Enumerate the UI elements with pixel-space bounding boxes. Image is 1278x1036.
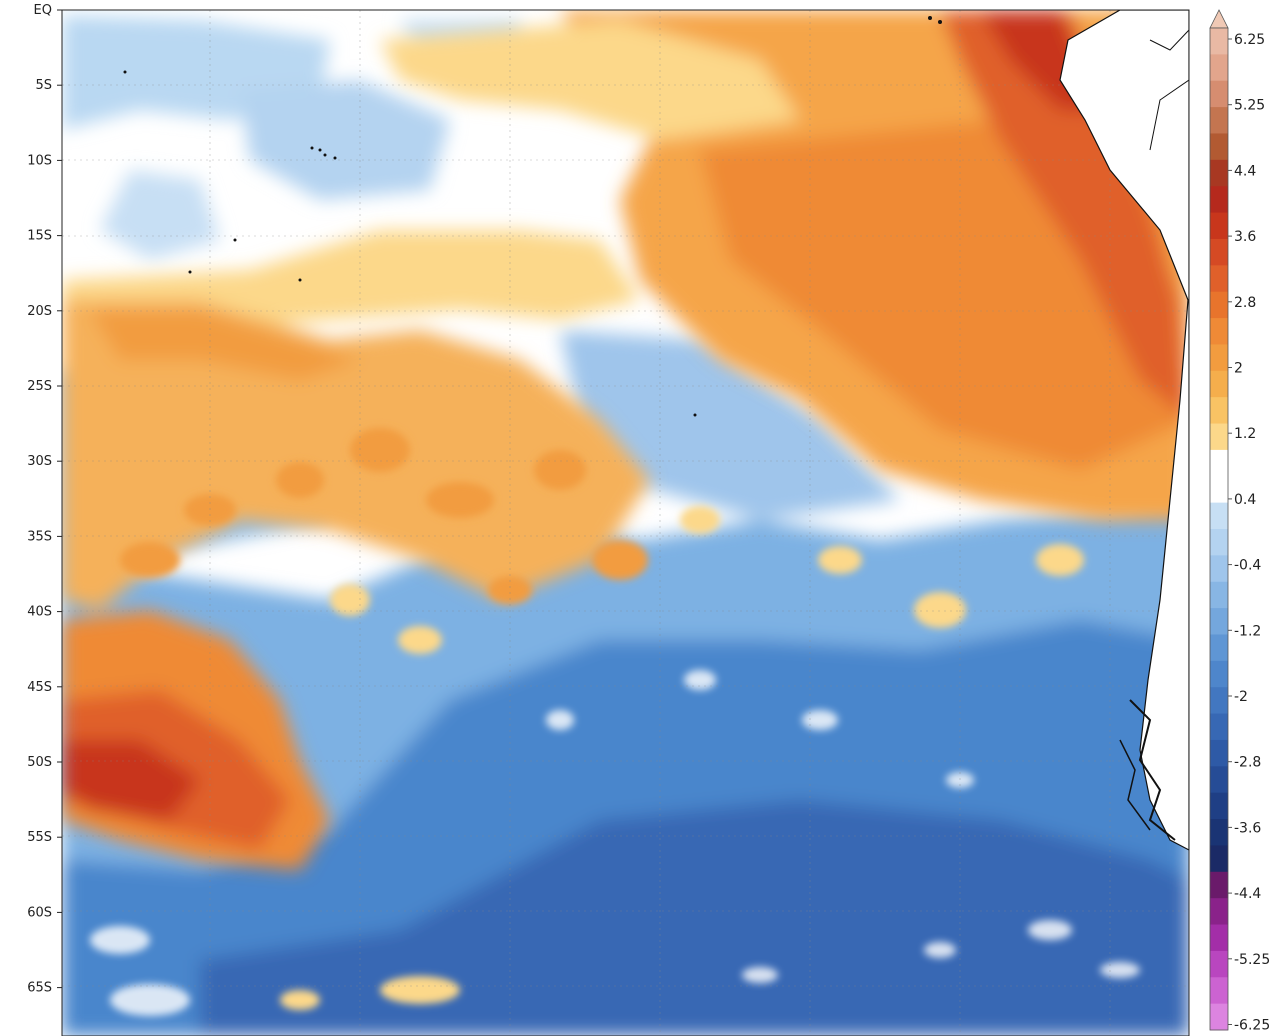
colorbar-swatch <box>1210 924 1228 952</box>
colorbar-label: -3.6 <box>1234 820 1261 836</box>
lat-label: 35S <box>27 529 52 544</box>
colorbar-swatch <box>1210 265 1228 293</box>
colorbar-label: 6.25 <box>1234 32 1265 48</box>
lat-label: 40S <box>27 605 52 620</box>
lat-label: 50S <box>27 755 52 770</box>
colorbar-swatch <box>1210 107 1228 134</box>
colorbar-swatch <box>1210 845 1228 873</box>
colorbar-swatch <box>1210 449 1228 477</box>
lat-label: 55S <box>27 830 52 845</box>
colorbar-label: 3.6 <box>1234 229 1256 245</box>
colorbar-swatch <box>1210 186 1228 214</box>
colorbar-border <box>1209 27 1229 1031</box>
colorbar-label: -5.25 <box>1234 952 1270 968</box>
colorbar-swatch <box>1210 739 1228 767</box>
islands <box>123 16 942 417</box>
lat-label: 15S <box>27 229 52 244</box>
south-america-landmass <box>1059 10 1189 851</box>
colorbar-swatch <box>1210 423 1228 451</box>
colorbar-swatch <box>1210 792 1228 820</box>
colorbar-swatch <box>1210 898 1228 926</box>
lat-label: 45S <box>27 680 52 695</box>
colorbar-swatch <box>1210 871 1228 899</box>
colorbar-swatch <box>1210 819 1228 846</box>
map-panel <box>62 10 1189 1036</box>
colorbar-swatch <box>1210 28 1228 55</box>
warm-eddies <box>120 428 1084 1010</box>
colorbar-label: -2.8 <box>1234 755 1261 771</box>
map-border <box>61 9 1190 1036</box>
colorbar-label: 2.8 <box>1234 295 1256 311</box>
colorbar-swatch <box>1210 238 1228 266</box>
lat-label: EQ <box>34 3 52 18</box>
colorbar-swatch <box>1210 212 1228 240</box>
colorbar-swatch <box>1210 977 1228 1005</box>
colorbar-swatch <box>1210 713 1228 741</box>
colorbar-swatch <box>1210 80 1228 108</box>
colorbar-swatch <box>1210 608 1228 635</box>
colorbar-swatch <box>1210 555 1228 583</box>
colorbar-swatch <box>1210 766 1228 794</box>
colorbar-swatch <box>1210 660 1228 688</box>
lat-label: 5S <box>35 78 52 93</box>
colorbar-swatch <box>1210 581 1228 609</box>
colorbar-swatch <box>1210 370 1228 398</box>
colorbar: 6.25 5.25 4.4 3.6 2.8 2 1.2 0.4 -0.4 -1.2 -2 -2.8 -3… <box>1209 9 1270 1034</box>
colorbar-swatch <box>1210 318 1228 345</box>
colorbar-swatch <box>1210 529 1228 556</box>
cool-eddies <box>90 670 1140 1016</box>
colorbar-label: 4.4 <box>1234 163 1256 179</box>
colorbar-swatch <box>1210 54 1228 82</box>
colorbar-swatch <box>1210 344 1228 372</box>
colorbar-label: -6.25 <box>1234 1018 1270 1034</box>
colorbar-label: 2 <box>1234 361 1243 377</box>
colorbar-swatch <box>1210 687 1228 715</box>
lat-label: 60S <box>27 905 52 920</box>
lat-label: 25S <box>27 379 52 394</box>
colorbar-swatch <box>1210 502 1228 530</box>
lat-label: 20S <box>27 304 52 319</box>
colorbar-label: 0.4 <box>1234 492 1256 508</box>
colorbar-swatch <box>1210 950 1228 978</box>
colorbar-label: -4.4 <box>1234 886 1261 902</box>
latitude-axis: EQ 5S 10S 15S 20S 25S 30S 35S 40S 45S 50S 55S 60S 65S <box>27 3 62 996</box>
lat-label: 10S <box>27 153 52 168</box>
colorbar-label: -1.2 <box>1234 623 1261 639</box>
colorbar-extend-arrow <box>1209 9 1229 29</box>
colorbar-swatch <box>1210 291 1228 319</box>
lat-label: 65S <box>27 981 52 996</box>
colorbar-swatch <box>1210 634 1228 662</box>
cool-anomaly-regions <box>62 15 1189 1036</box>
graticule <box>62 10 1189 1036</box>
colorbar-swatch <box>1210 159 1228 187</box>
colorbar-label: 1.2 <box>1234 426 1256 442</box>
colorbar-label: -2 <box>1234 689 1248 705</box>
colorbar-swatch <box>1210 133 1228 161</box>
colorbar-label: 5.25 <box>1234 98 1265 114</box>
colorbar-swatch <box>1210 476 1228 504</box>
colorbar-swatch <box>1210 1003 1228 1031</box>
colorbar-swatch <box>1210 397 1228 425</box>
colorbar-label: -0.4 <box>1234 558 1261 574</box>
lat-label: 30S <box>27 454 52 469</box>
